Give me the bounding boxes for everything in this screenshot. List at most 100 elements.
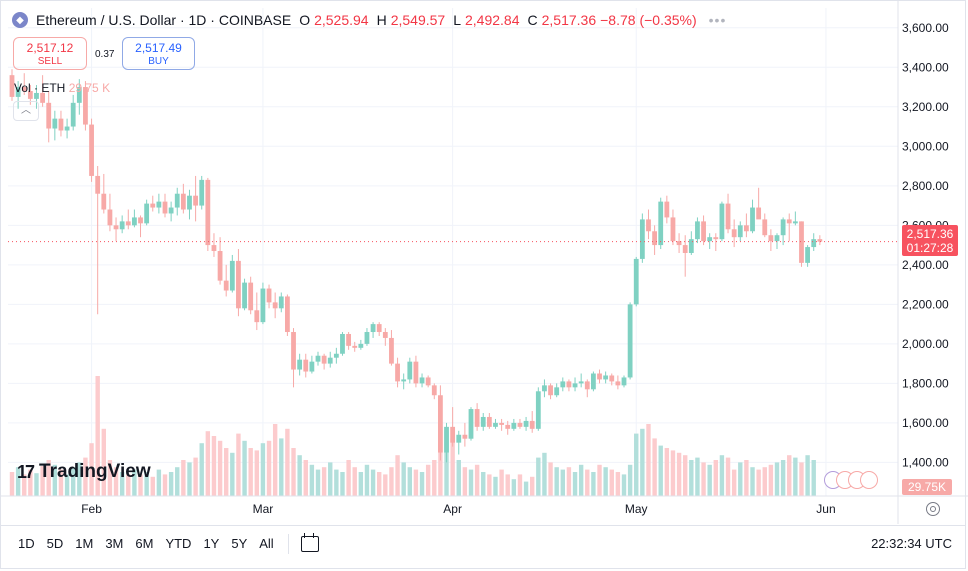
candle-body	[682, 245, 688, 253]
candle-body	[389, 337, 394, 364]
volume-bar	[689, 460, 694, 496]
volume-bar	[321, 467, 327, 496]
candle	[285, 294, 290, 336]
candle-body	[285, 296, 290, 333]
volume-tag: 29.75K	[902, 479, 952, 495]
settings-gear-icon[interactable]	[926, 502, 940, 516]
range-ytd[interactable]: YTD	[165, 536, 192, 551]
candle	[431, 383, 437, 400]
candle-body	[315, 355, 321, 362]
candle	[162, 193, 168, 218]
candle	[756, 187, 762, 220]
range-1y[interactable]: 1Y	[203, 536, 220, 551]
volume-value: 29.75 K	[68, 81, 111, 95]
volume-bar	[774, 462, 780, 496]
buy-button[interactable]: 2,517.49 BUY	[122, 37, 195, 70]
range-3m[interactable]: 3M	[105, 536, 124, 551]
candle-body	[27, 90, 33, 99]
candle	[389, 330, 394, 366]
range-1d[interactable]: 1D	[18, 536, 35, 551]
candle-body	[395, 363, 400, 382]
volume-bar	[40, 466, 45, 496]
candle	[125, 209, 131, 230]
volume-bar	[627, 464, 633, 496]
flag-icon[interactable]	[860, 471, 878, 489]
candle-body	[119, 221, 125, 230]
volume-bar	[352, 467, 357, 496]
range-1m[interactable]: 1M	[75, 536, 94, 551]
candle-body	[701, 221, 706, 242]
candle-body	[664, 201, 670, 218]
volume-bar	[224, 448, 229, 496]
clock-time[interactable]: 22:32:34 UTC	[871, 536, 952, 551]
candle	[46, 90, 52, 143]
candle-body	[517, 422, 523, 427]
volume-bar	[609, 469, 614, 496]
candle	[248, 276, 254, 315]
candle-body	[321, 355, 327, 364]
candle	[493, 418, 498, 429]
low-label: L	[453, 12, 461, 28]
candle	[254, 292, 260, 331]
volume-bar	[713, 460, 718, 496]
candle-body	[627, 304, 633, 378]
volume-bar	[652, 438, 657, 496]
candle-body	[193, 195, 198, 206]
collapse-legend-button[interactable]: ︿	[13, 101, 39, 121]
candle	[358, 339, 364, 350]
bottom-toolbar: 1D 5D 1M 3M 6M YTD 1Y 5Y All 22:32:34 UT…	[0, 525, 966, 561]
symbol-title[interactable]: Ethereum / U.S. Dollar · 1D · COINBASE	[36, 12, 292, 28]
tradingview-logo[interactable]: 17 TradingView	[17, 461, 151, 483]
candle-body	[382, 332, 388, 338]
volume-bar	[377, 472, 382, 496]
candle-body	[21, 87, 27, 91]
candle	[707, 233, 713, 250]
candle-body	[578, 381, 584, 384]
volume-bar	[456, 460, 461, 496]
y-tick-label: 1,800.00	[902, 376, 949, 390]
candle-body	[535, 391, 541, 429]
candle-body	[639, 219, 645, 259]
candle-body	[46, 102, 52, 129]
candle-body	[646, 219, 651, 232]
volume-bar	[762, 467, 767, 496]
candle-body	[376, 324, 382, 333]
volume-bar	[138, 474, 143, 496]
sell-button[interactable]: 2,517.12 SELL	[13, 37, 87, 70]
high-value: 2,549.57	[390, 12, 446, 28]
candle	[523, 416, 529, 431]
volume-bar	[701, 462, 706, 496]
volume-bar	[334, 469, 339, 496]
y-tick-label: 2,000.00	[902, 337, 949, 351]
candle	[499, 418, 504, 431]
candle	[223, 264, 229, 297]
volume-bar	[646, 424, 651, 496]
calendar-icon[interactable]	[300, 532, 319, 552]
volume-bar	[303, 460, 308, 496]
volume-bar	[560, 469, 565, 496]
event-icons[interactable]	[824, 471, 878, 489]
candle-body	[560, 381, 566, 388]
candle	[168, 201, 174, 222]
range-5y[interactable]: 5Y	[231, 536, 248, 551]
range-6m[interactable]: 6M	[135, 536, 154, 551]
range-all[interactable]: All	[259, 536, 274, 551]
candle	[193, 175, 198, 222]
volume-bar	[768, 464, 774, 496]
volume-bar	[156, 469, 162, 496]
candle-body	[333, 353, 339, 358]
candle	[811, 233, 817, 252]
candle-body	[431, 385, 437, 396]
volume-bar	[401, 462, 406, 496]
candle	[199, 175, 205, 210]
candle	[21, 73, 27, 95]
more-options-icon[interactable]: •••	[708, 12, 727, 28]
price-chart[interactable]: 1,400.00 1,600.00 1,800.00 2,000.00 2,200.00…	[0, 0, 968, 525]
candle	[340, 332, 345, 356]
candle-body	[364, 332, 370, 344]
range-5d[interactable]: 5D	[46, 536, 64, 551]
toolbar-divider	[287, 533, 289, 554]
candle-body	[817, 239, 823, 242]
candle	[719, 201, 725, 242]
volume-bar	[462, 467, 468, 496]
